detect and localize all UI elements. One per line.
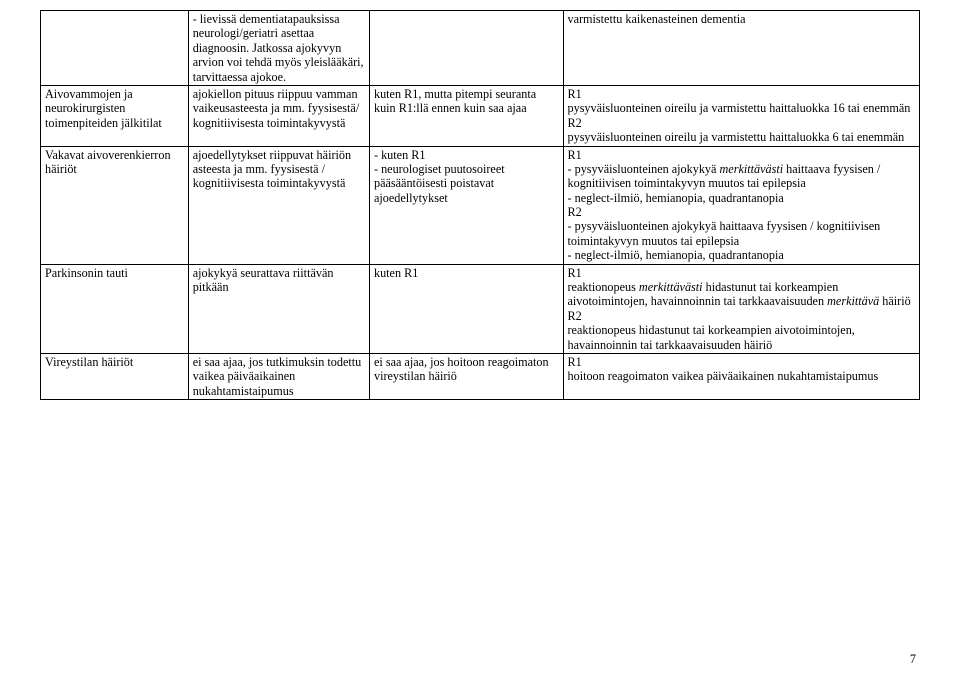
- cell: Aivovammojen ja neurokirurgisten toimenp…: [41, 85, 189, 146]
- table-row: Vireystilan häiriötei saa ajaa, jos tutk…: [41, 353, 920, 399]
- page-number: 7: [910, 652, 916, 666]
- cell: kuten R1: [369, 264, 563, 353]
- table-row: - lievissä dementiatapauksissa neurologi…: [41, 11, 920, 86]
- cell: ajokykyä seurattava riittävän pitkään: [188, 264, 369, 353]
- cell: R1reaktionopeus merkittävästi hidastunut…: [563, 264, 920, 353]
- table-row: Aivovammojen ja neurokirurgisten toimenp…: [41, 85, 920, 146]
- cell: R1- pysyväisluonteinen ajokykyä merkittä…: [563, 146, 920, 264]
- cell: ei saa ajaa, jos tutkimuksin todettu vai…: [188, 353, 369, 399]
- cell: ei saa ajaa, jos hoitoon reagoimaton vir…: [369, 353, 563, 399]
- cell: Vakavat aivoverenkierron häiriöt: [41, 146, 189, 264]
- table-row: Vakavat aivoverenkierron häiriötajoedell…: [41, 146, 920, 264]
- cell: ajoedellytykset riippuvat häiriön astees…: [188, 146, 369, 264]
- cell: R1hoitoon reagoimaton vaikea päiväaikain…: [563, 353, 920, 399]
- cell: - kuten R1- neurologiset puutosoireet pä…: [369, 146, 563, 264]
- criteria-table: - lievissä dementiatapauksissa neurologi…: [40, 10, 920, 400]
- cell: varmistettu kaikenasteinen dementia: [563, 11, 920, 86]
- cell: ajokiellon pituus riippuu vamman vaikeus…: [188, 85, 369, 146]
- cell: Vireystilan häiriöt: [41, 353, 189, 399]
- cell: kuten R1, mutta pitempi seuranta kuin R1…: [369, 85, 563, 146]
- page: - lievissä dementiatapauksissa neurologi…: [0, 0, 960, 680]
- cell: R1pysyväisluonteinen oireilu ja varmiste…: [563, 85, 920, 146]
- cell: Parkinsonin tauti: [41, 264, 189, 353]
- cell: [369, 11, 563, 86]
- cell: [41, 11, 189, 86]
- cell: - lievissä dementiatapauksissa neurologi…: [188, 11, 369, 86]
- table-row: Parkinsonin tautiajokykyä seurattava rii…: [41, 264, 920, 353]
